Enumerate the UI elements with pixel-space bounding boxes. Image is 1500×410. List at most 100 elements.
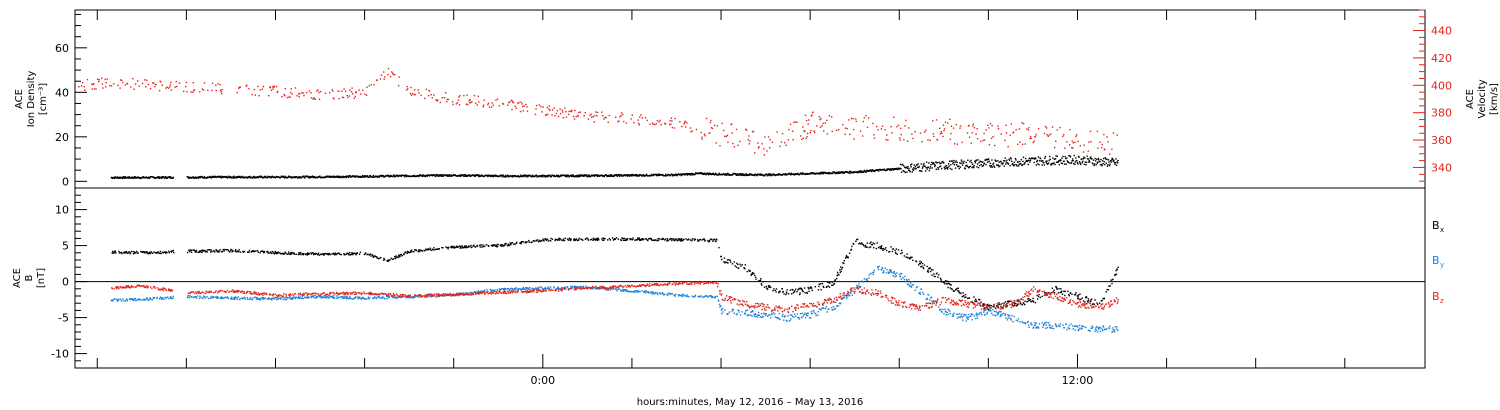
bottom-point [130,250,133,253]
bottom-point [851,245,853,248]
bottom-point [1105,291,1107,293]
bottom-point [541,288,544,290]
top-point [638,124,640,126]
top-point [735,173,737,175]
bottom-point [488,245,490,247]
top-point [691,172,693,175]
top-point [157,177,160,179]
top-point [1099,141,1101,143]
bottom-point [230,297,232,299]
top-point [345,90,347,93]
bottom-point [230,296,233,298]
top-point [585,174,588,176]
bottom-point [1100,300,1103,302]
top-point [951,160,954,162]
bottom-point [308,252,310,255]
top-point [213,176,216,178]
top-point [637,119,639,121]
top-point [1047,162,1050,164]
bottom-point [314,297,316,299]
top-point [883,168,886,171]
bottom-point [861,243,864,245]
top-point [170,89,173,91]
top-point [511,108,513,111]
top-point [708,172,710,174]
bottom-point [774,316,776,318]
bottom-point [1059,291,1062,294]
bottom-point [912,284,915,286]
top-point [1076,162,1079,164]
bottom-point [529,288,531,291]
top-point [831,116,833,118]
bottom-point [555,288,558,290]
bottom-point [982,303,984,305]
top-point [318,98,321,101]
bottom-point [305,296,307,299]
top-point [695,128,698,131]
bottom-point [1082,300,1085,302]
top-point [80,85,83,87]
bottom-point [1097,303,1099,306]
bottom-point [324,252,327,255]
bottom-point [479,246,481,248]
bottom-point [590,239,592,241]
bottom-point [714,295,717,298]
top-point [1095,163,1097,166]
bottom-point [540,240,542,243]
bottom-point [634,289,637,292]
top-point [747,139,749,141]
bottom-point [667,239,669,242]
top-point [1071,140,1073,142]
top-point [858,170,861,172]
top-point [1009,157,1012,159]
top-point [395,175,397,178]
top-point [142,176,145,178]
bottom-point [413,251,415,253]
top-point [417,89,420,91]
bottom-point [126,298,128,301]
bottom-point [579,285,581,288]
bottom-point [455,246,457,249]
top-point [940,162,942,164]
top-point [932,133,934,135]
bottom-point [201,251,203,253]
bottom-point [558,239,561,241]
top-point [972,125,974,127]
top-point [354,176,357,178]
bottom-point [322,296,324,299]
top-point [185,85,187,88]
top-point [790,172,793,174]
bottom-point [686,239,689,241]
top-point [207,89,209,92]
bottom-point [210,296,212,299]
top-point [522,110,524,112]
top-point [748,174,750,176]
bottom-ytick-label: 10 [55,204,69,217]
bottom-point [398,296,401,299]
bottom-point [903,255,906,257]
bottom-point [925,298,927,301]
bottom-point [938,309,941,311]
top-point [106,78,108,80]
bottom-point [219,249,221,251]
bottom-point [408,251,410,253]
top-point [955,163,958,166]
top-point [920,163,923,165]
bottom-point [463,245,466,247]
bottom-point [156,297,158,300]
bottom-point [704,239,706,242]
top-point [546,106,548,109]
top-point [622,175,625,177]
top-point [137,176,140,179]
top-point [318,91,320,94]
bottom-point [934,275,936,278]
top-point [655,173,657,175]
top-point [841,172,843,174]
bottom-point [450,295,452,297]
top-point [784,174,786,176]
bottom-point [700,295,702,297]
bottom-point [281,296,284,299]
top-point [876,168,879,171]
top-point [989,165,991,167]
top-point [958,167,961,170]
